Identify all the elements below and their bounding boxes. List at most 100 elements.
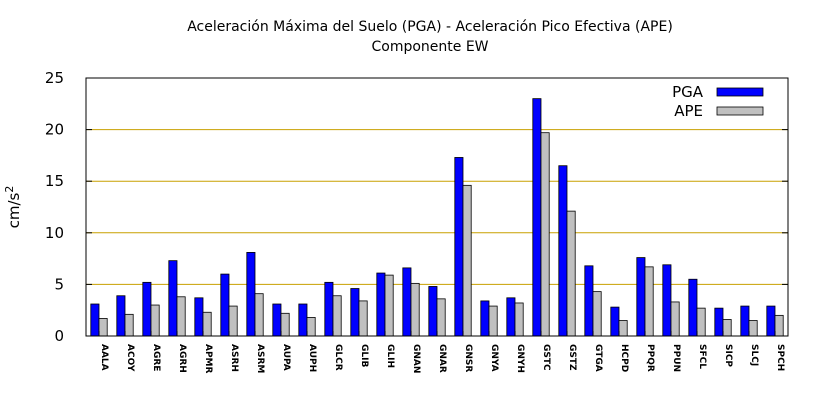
x-tick-label: AGRE (151, 344, 161, 371)
legend-label: APE (674, 102, 703, 120)
bar-ape-acoy (124, 313, 134, 337)
bar-ape-agrh (176, 296, 186, 337)
bar-ape-spch (774, 314, 784, 337)
bar-ape-gnya (488, 305, 498, 337)
bar-ape-gnar (436, 298, 446, 337)
bar-pga-gnsr (454, 157, 464, 337)
y-axis-label-exponent: 2 (3, 186, 16, 193)
x-tick-label: APMR (203, 344, 213, 374)
x-tick-label: PPQR (645, 344, 655, 372)
bar-ape-gtga (592, 291, 602, 337)
bar-pga-glcr (324, 281, 334, 337)
bar-ape-hcpd (618, 320, 628, 337)
bar-pga-asrh (220, 273, 230, 337)
bar-ape-slcj (748, 320, 758, 337)
y-axis-label-unit: cm/s (5, 192, 23, 228)
bar-pga-gnar (428, 286, 438, 337)
x-tick-label: GNAR (437, 344, 447, 373)
bar-pga-aupa (272, 303, 282, 337)
bar-ape-sicp (722, 319, 732, 337)
y-ticks: 0 5 10 15 20 25 (45, 69, 788, 345)
y-tick-label: 10 (45, 224, 64, 242)
y-tick-label: 20 (45, 121, 64, 139)
bar-pga-gtga (584, 265, 594, 337)
x-tick-label: AUPA (281, 344, 291, 371)
bar-pga-hcpd (610, 306, 620, 337)
bar-pga-sfcl (688, 278, 698, 337)
bar-pga-gstc (532, 98, 542, 337)
gridlines (86, 129, 788, 285)
bars (90, 98, 784, 337)
x-tick-label: SLCJ (749, 344, 759, 366)
x-tick-label: PPUN (671, 344, 681, 372)
bar-ape-apmr (202, 311, 212, 337)
bar-ape-auph (306, 317, 316, 337)
x-tick-label: GLCR (333, 344, 343, 371)
bar-pga-gnya (480, 300, 490, 337)
x-tick-label: ASRM (255, 344, 265, 373)
x-tick-label: GSTC (541, 344, 551, 371)
bar-pga-apmr (194, 297, 204, 337)
bar-pga-agre (142, 281, 152, 337)
x-tick-label: GNAN (411, 344, 421, 373)
y-tick-label: 0 (54, 327, 64, 345)
bar-pga-agrh (168, 260, 178, 337)
x-tick-label: AGRH (177, 344, 187, 373)
bar-ape-agre (150, 304, 160, 337)
x-tick-label: ASRH (229, 344, 239, 372)
bar-pga-ppqr (636, 257, 646, 337)
bar-ape-glih (384, 274, 394, 337)
chart-title: Aceleración Máxima del Suelo (PGA) - Ace… (187, 19, 673, 35)
bar-ape-asrh (228, 305, 238, 337)
bar-ape-ppqr (644, 266, 654, 337)
bar-ape-glib (358, 300, 368, 337)
bar-pga-spch (766, 305, 776, 337)
legend-label: PGA (672, 83, 704, 101)
x-tick-label: SFCL (697, 344, 707, 369)
x-tick-label: ACOY (125, 344, 135, 372)
x-ticks: AALA ACOY AGRE AGRH APMR ASRH ASRM AUPA AUPH GLCR… (98, 331, 785, 374)
y-tick-label: 25 (45, 69, 64, 87)
bar-ape-gstc (540, 132, 550, 337)
x-tick-label: GLIH (385, 344, 395, 368)
bar-ape-aala (98, 318, 108, 337)
bar-pga-glib (350, 288, 360, 337)
x-tick-label: GTGA (593, 344, 603, 372)
bar-ape-gnan (410, 282, 420, 337)
bar-ape-gnsr (462, 184, 472, 337)
bar-pga-ppun (662, 264, 672, 337)
bar-ape-ppun (670, 301, 680, 337)
x-tick-label: SPCH (775, 344, 785, 371)
bar-ape-asrm (254, 293, 264, 337)
bar-pga-aala (90, 303, 100, 337)
y-tick-label: 15 (45, 172, 64, 190)
x-tick-label: SICP (723, 344, 733, 367)
x-tick-label: AALA (99, 344, 109, 371)
bar-pga-asrm (246, 252, 256, 337)
bar-pga-gnan (402, 267, 412, 337)
bar-ape-sfcl (696, 307, 706, 337)
bar-pga-glih (376, 272, 386, 337)
x-tick-label: HCPD (619, 344, 629, 372)
bar-pga-gnyh (506, 297, 516, 337)
bar-pga-sicp (714, 307, 724, 337)
x-tick-label: GNYA (489, 344, 499, 372)
y-tick-label: 5 (54, 275, 64, 293)
bar-pga-gstz (558, 165, 568, 337)
chart-subtitle: Componente EW (371, 39, 488, 55)
x-tick-label: AUPH (307, 344, 317, 372)
bar-ape-gstz (566, 210, 576, 337)
bar-pga-auph (298, 303, 308, 337)
x-tick-label: GNSR (463, 344, 473, 372)
x-tick-label: GLIB (359, 344, 369, 367)
legend-swatch (716, 87, 764, 97)
bar-ape-aupa (280, 312, 290, 337)
bar-pga-acoy (116, 295, 126, 337)
x-tick-label: GNYH (515, 344, 525, 373)
bar-pga-slcj (740, 305, 750, 337)
legend-swatch (716, 106, 764, 116)
y-axis-label: cm/s2 (3, 186, 23, 229)
x-tick-label: GSTZ (567, 344, 577, 371)
